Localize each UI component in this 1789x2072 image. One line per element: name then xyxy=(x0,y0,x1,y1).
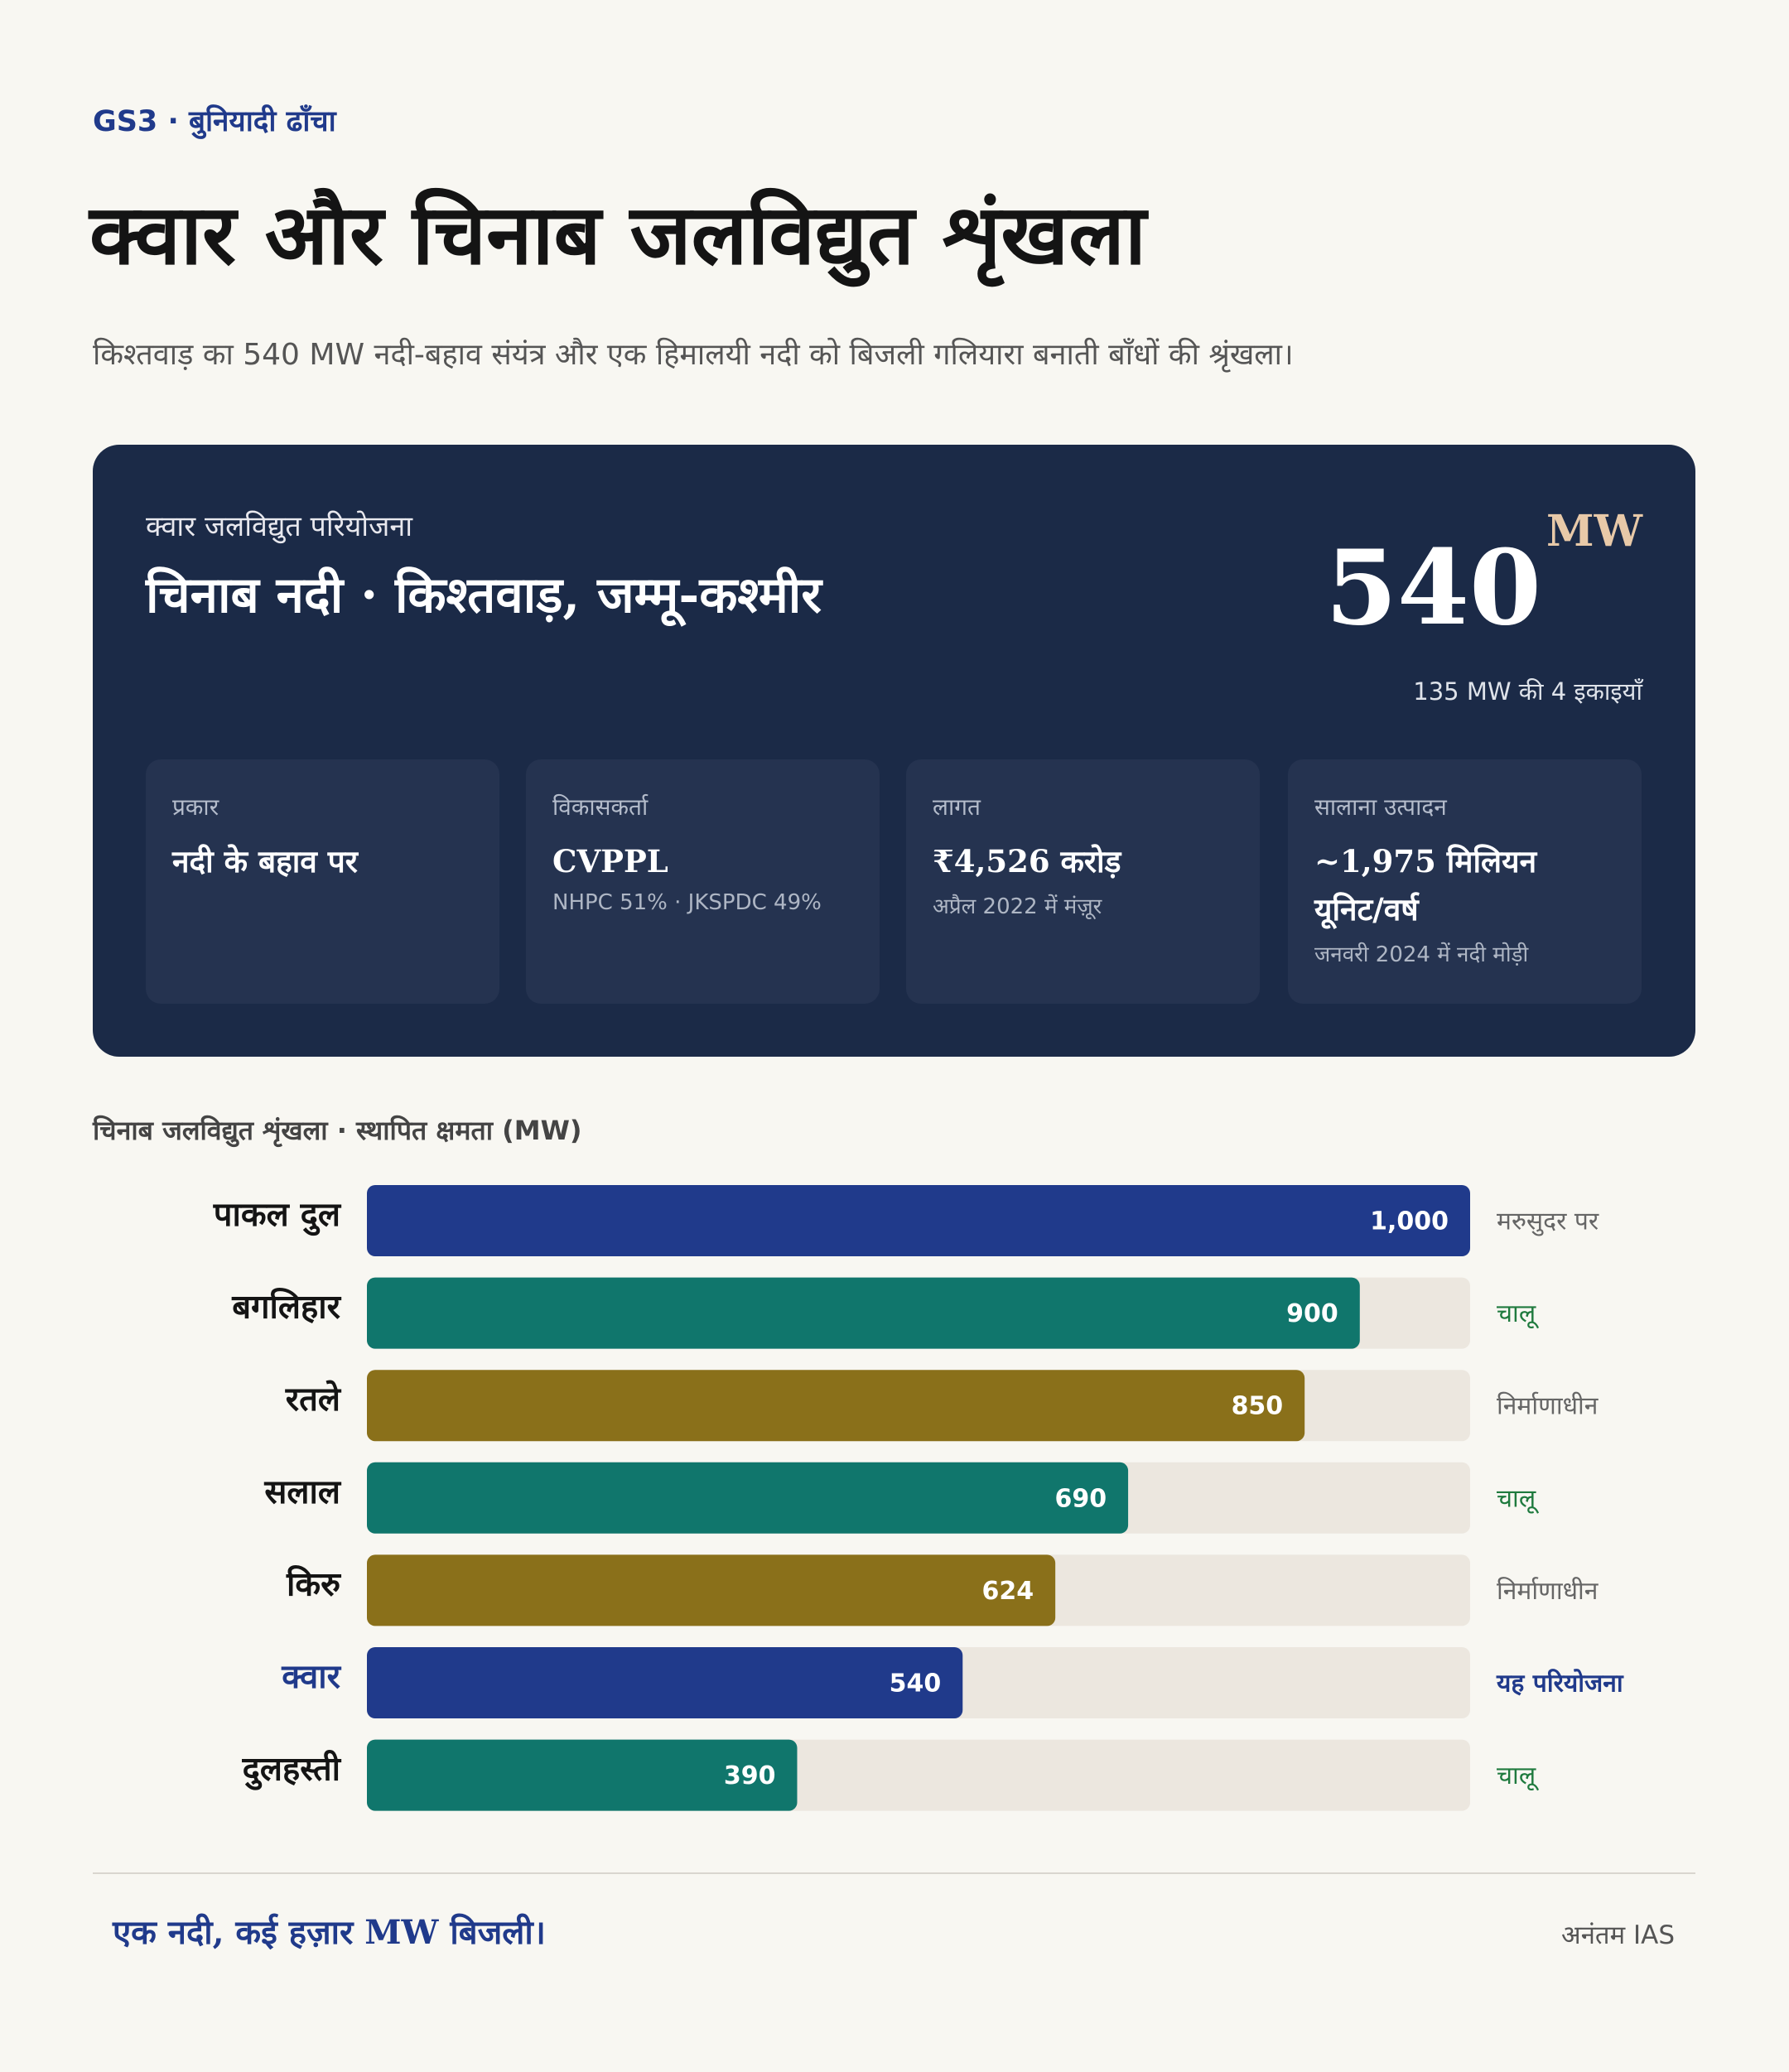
bar xyxy=(367,1554,1056,1626)
bar-chart: चिनाब जलविद्युत शृंखला · स्थापित क्षमता … xyxy=(92,1115,1624,1811)
bar xyxy=(367,1647,963,1718)
chart-title: चिनाब जलविद्युत शृंखला · स्थापित क्षमता … xyxy=(92,1115,582,1148)
status-label: मरुसुदर पर xyxy=(1497,1207,1599,1237)
fact-label: लागत xyxy=(933,793,981,821)
bar xyxy=(367,1370,1305,1442)
bar xyxy=(367,1185,1470,1256)
fact-note: जनवरी 2024 में नदी मोड़ी xyxy=(1314,942,1529,967)
bar xyxy=(367,1462,1129,1534)
value-label: 690 xyxy=(1054,1484,1107,1513)
status-label: चालू xyxy=(1497,1299,1539,1329)
bar xyxy=(367,1739,798,1811)
category-label: क्वार xyxy=(281,1657,341,1696)
kicker: GS3 · बुनियादी ढाँचा xyxy=(93,105,336,138)
fact-note: अप्रैल 2022 में मंज़ूर xyxy=(933,894,1102,919)
category-label: दुलहस्ती xyxy=(242,1750,342,1791)
fact-value: ₹4,526 करोड़ xyxy=(933,843,1121,879)
capacity-note: 135 MW की 4 इकाइयाँ xyxy=(1413,677,1642,706)
value-label: 850 xyxy=(1232,1392,1284,1421)
value-label: 540 xyxy=(890,1670,942,1699)
category-label: किरु xyxy=(286,1564,341,1603)
fact-value: नदी के बहाव पर xyxy=(172,843,358,879)
bar xyxy=(367,1277,1360,1349)
status-label: निर्माणाधीन xyxy=(1497,1577,1599,1606)
category-label: रतले xyxy=(285,1380,342,1419)
brand: अनंतम IAS xyxy=(1561,1920,1675,1950)
status-label: निर्माणाधीन xyxy=(1497,1392,1599,1421)
divider xyxy=(93,1872,1695,1874)
fact-value: CVPPL xyxy=(552,843,668,879)
category-label: सलाल xyxy=(263,1472,342,1511)
status-label: चालू xyxy=(1497,1761,1539,1791)
category-label: पाकल दुल xyxy=(213,1195,342,1236)
fact-box: सालाना उत्पादन ~1,975 मिलियन यूनिट/वर्ष … xyxy=(1288,759,1642,1004)
capacity: 540 xyxy=(1325,528,1541,648)
fact-label: प्रकार xyxy=(172,793,219,821)
value-label: 900 xyxy=(1286,1299,1338,1328)
status-label: चालू xyxy=(1497,1484,1539,1514)
fact-label: सालाना उत्पादन xyxy=(1314,793,1447,821)
project-card: क्वार जलविद्युत परियोजना चिनाब नदी · किश… xyxy=(93,445,1695,1057)
page-title: क्वार और चिनाब जलविद्युत शृंखला xyxy=(89,186,1146,283)
card-label: क्वार जलविद्युत परियोजना xyxy=(146,510,413,543)
tagline: एक नदी, कई हज़ार MW बिजली। xyxy=(113,1913,546,1952)
card-location: चिनाब नदी · किश्तवाड़, जम्मू-कश्मीर xyxy=(146,566,822,624)
value-label: 390 xyxy=(724,1761,776,1790)
fact-label: विकासकर्ता xyxy=(552,793,649,821)
fact-value: ~1,975 मिलियन यूनिट/वर्ष xyxy=(1314,843,1537,928)
status-label: यह परियोजना xyxy=(1496,1669,1624,1699)
fact-box: विकासकर्ता CVPPL NHPC 51% · JKSPDC 49% xyxy=(526,759,880,1004)
fact-note: NHPC 51% · JKSPDC 49% xyxy=(552,890,822,915)
capacity-unit: MW xyxy=(1546,506,1642,557)
fact-box: प्रकार नदी के बहाव पर xyxy=(146,759,499,1004)
value-label: 1,000 xyxy=(1370,1207,1449,1236)
value-label: 624 xyxy=(982,1577,1034,1606)
subtitle: किश्तवाड़ का 540 MW नदी-बहाव संयंत्र और … xyxy=(93,338,1294,372)
category-label: बगलिहार xyxy=(231,1288,341,1327)
fact-box: लागत ₹4,526 करोड़ अप्रैल 2022 में मंज़ूर xyxy=(906,759,1260,1004)
